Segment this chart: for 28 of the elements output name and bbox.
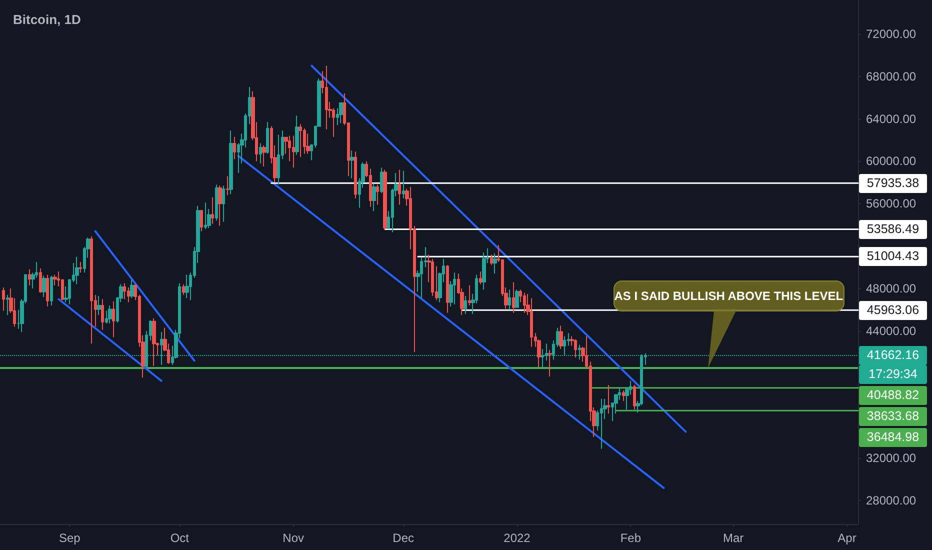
y-tick-label: 32000.00 (866, 451, 916, 466)
x-tick-label: Oct (170, 531, 190, 545)
data-label: 57935.38 (859, 174, 927, 193)
x-tick-label: Nov (282, 531, 304, 545)
x-tick-label: Mar (722, 531, 744, 545)
y-tick-label: 60000.00 (866, 154, 916, 168)
x-tick-label: Feb (620, 531, 642, 545)
x-tick-label: Apr (838, 531, 856, 545)
ref-line-label: 41662.16 (859, 346, 927, 366)
text: Bitcoin, 1D (13, 12, 81, 27)
x-tick-label: 2022 (504, 531, 531, 545)
data-label: 51004.43 (859, 247, 927, 266)
x-tick-label: Dec (392, 531, 414, 545)
data-label: 45963.06 (859, 300, 927, 320)
text: 17:29:34 (859, 365, 927, 384)
data-label: 38633.68 (859, 407, 927, 426)
y-tick-label: 72000.00 (866, 26, 916, 41)
y-tick-label: 28000.00 (866, 494, 916, 508)
x-tick-label: Sep (58, 531, 81, 545)
y-tick-label: 44000.00 (866, 324, 916, 338)
data-label: 36484.98 (859, 428, 927, 448)
y-tick-label: 48000.00 (866, 282, 916, 296)
y-tick-label: 68000.00 (866, 69, 916, 84)
data-label: 53586.49 (859, 220, 927, 239)
ref-line-label: 40488.82 (859, 386, 927, 406)
y-tick-label: 56000.00 (866, 196, 916, 211)
y-tick-label: 64000.00 (866, 112, 916, 126)
annotation: AS I SAID BULLISH ABOVE THIS LEVEL (614, 289, 844, 304)
